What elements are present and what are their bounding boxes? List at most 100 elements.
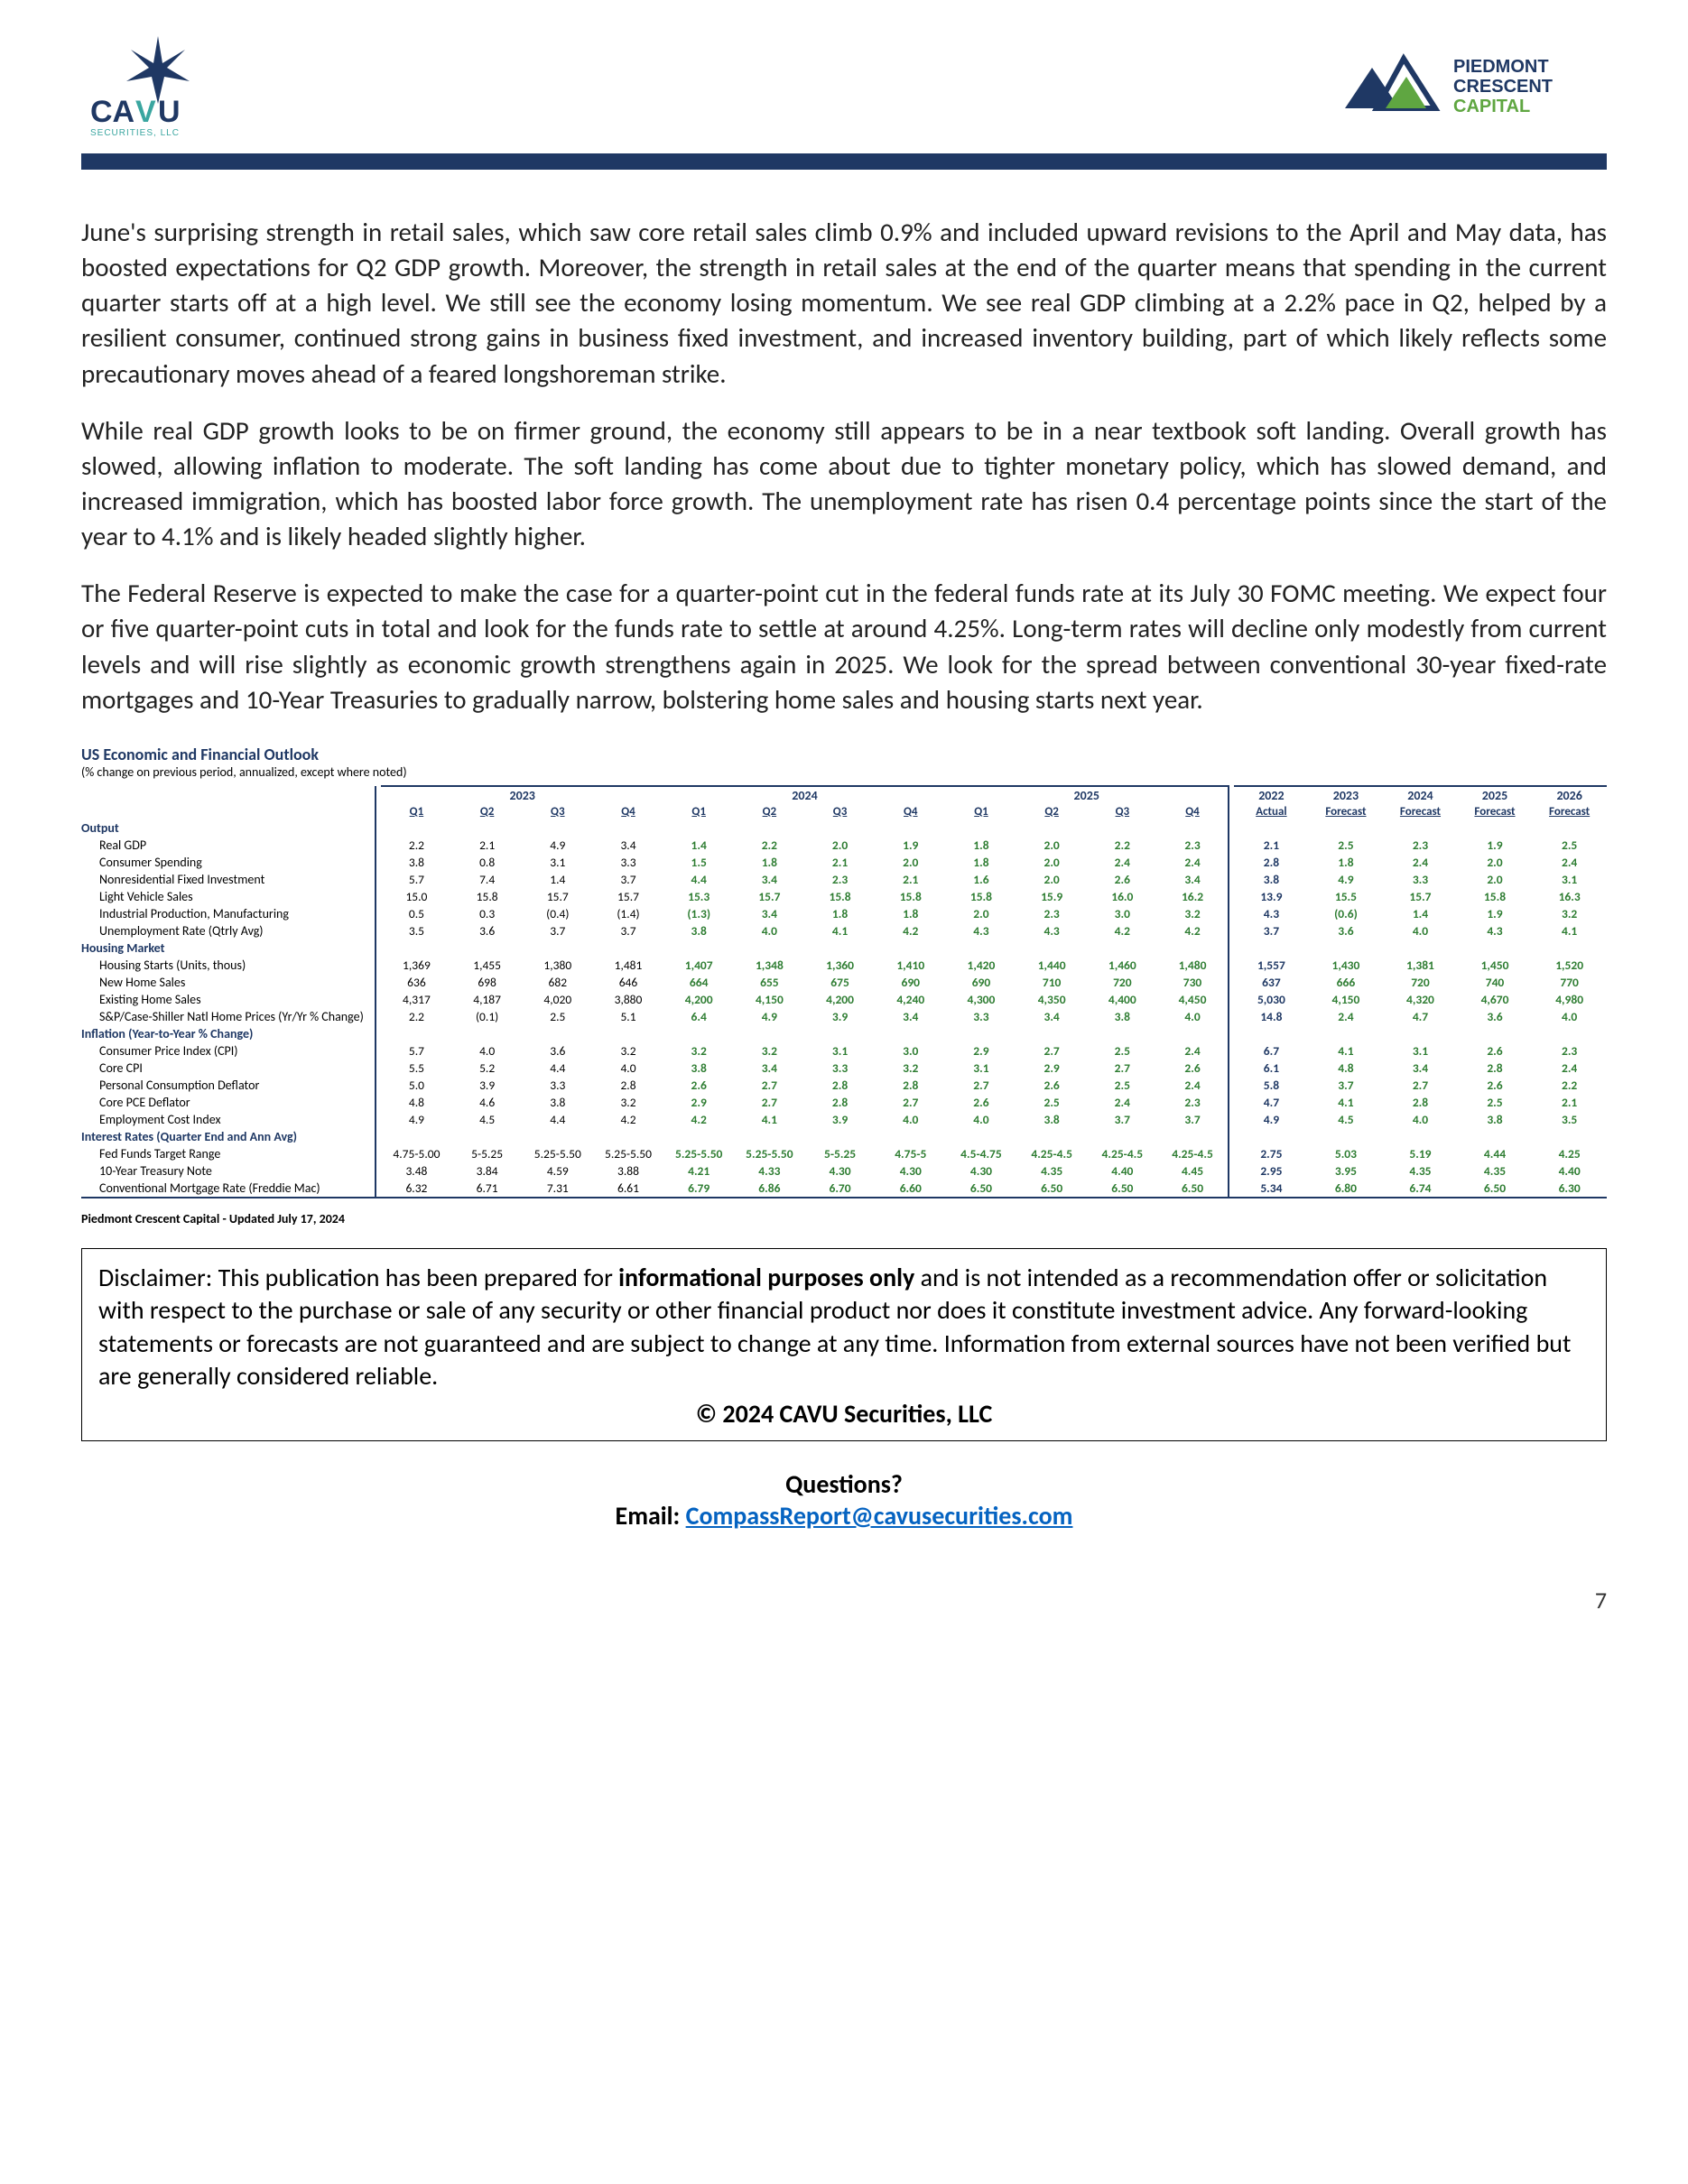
cell: 3.7 bbox=[1234, 922, 1309, 939]
svg-text:SECURITIES, LLC: SECURITIES, LLC bbox=[90, 128, 180, 138]
cell: 2.5 bbox=[1016, 1094, 1087, 1111]
cell: 1,348 bbox=[734, 957, 804, 974]
cell: 4.21 bbox=[663, 1162, 734, 1180]
cell: 6.80 bbox=[1309, 1180, 1384, 1198]
cell: 6.50 bbox=[1087, 1180, 1157, 1198]
cell: 2.5 bbox=[523, 1008, 593, 1025]
cell: 1.9 bbox=[876, 837, 946, 854]
cell: 770 bbox=[1532, 974, 1607, 991]
cell: 1,450 bbox=[1458, 957, 1533, 974]
body-text: June's surprising strength in retail sal… bbox=[81, 215, 1607, 717]
cell: 16.3 bbox=[1532, 888, 1607, 905]
cell: 4.0 bbox=[1383, 1111, 1458, 1128]
cell: 4.25-4.5 bbox=[1016, 1145, 1087, 1162]
cell: 6.50 bbox=[1458, 1180, 1533, 1198]
cell: 5,030 bbox=[1234, 991, 1309, 1008]
cell: 740 bbox=[1458, 974, 1533, 991]
cell: 698 bbox=[452, 974, 523, 991]
row-label: Consumer Price Index (CPI) bbox=[81, 1042, 376, 1060]
cell: 2.0 bbox=[1458, 854, 1533, 871]
cell: 3.2 bbox=[734, 1042, 804, 1060]
row-label: Employment Cost Index bbox=[81, 1111, 376, 1128]
cell: 15.8 bbox=[876, 888, 946, 905]
cell: 4.40 bbox=[1532, 1162, 1607, 1180]
row-label: New Home Sales bbox=[81, 974, 376, 991]
cell: 4.4 bbox=[663, 871, 734, 888]
cell: 3.1 bbox=[804, 1042, 875, 1060]
cell: 655 bbox=[734, 974, 804, 991]
cell: 675 bbox=[804, 974, 875, 991]
row-label: Personal Consumption Deflator bbox=[81, 1077, 376, 1094]
cell: 4.35 bbox=[1458, 1162, 1533, 1180]
cell: 5.34 bbox=[1234, 1180, 1309, 1198]
cell: 2.6 bbox=[1458, 1042, 1533, 1060]
row-label: Nonresidential Fixed Investment bbox=[81, 871, 376, 888]
cell: 2.6 bbox=[1458, 1077, 1533, 1094]
cell: 2.8 bbox=[593, 1077, 663, 1094]
cell: 15.9 bbox=[1016, 888, 1087, 905]
cell: 15.7 bbox=[593, 888, 663, 905]
cell: 2.8 bbox=[1383, 1094, 1458, 1111]
row-label: Real GDP bbox=[81, 837, 376, 854]
cell: 1,410 bbox=[876, 957, 946, 974]
cell: 1.9 bbox=[1458, 905, 1533, 922]
cell: 3.3 bbox=[523, 1077, 593, 1094]
section-header: Housing Market bbox=[81, 939, 376, 957]
cell: (0.6) bbox=[1309, 905, 1384, 922]
cell: 2.4 bbox=[1383, 854, 1458, 871]
cell: 4,670 bbox=[1458, 991, 1533, 1008]
cell: 15.8 bbox=[1458, 888, 1533, 905]
cell: 15.7 bbox=[1383, 888, 1458, 905]
cell: 1,381 bbox=[1383, 957, 1458, 974]
cell: 2.7 bbox=[734, 1094, 804, 1111]
cell: 4.45 bbox=[1157, 1162, 1228, 1180]
cell: 3.2 bbox=[1157, 905, 1228, 922]
cell: 3.2 bbox=[876, 1060, 946, 1077]
cell: (0.4) bbox=[523, 905, 593, 922]
cell: 4.7 bbox=[1383, 1008, 1458, 1025]
cell: 2.0 bbox=[804, 837, 875, 854]
cell: 4.5 bbox=[452, 1111, 523, 1128]
cell: 4.44 bbox=[1458, 1145, 1533, 1162]
cell: 6.50 bbox=[946, 1180, 1016, 1198]
cavu-logo: CA V U SECURITIES, LLC bbox=[81, 32, 244, 140]
cell: 5-5.25 bbox=[804, 1145, 875, 1162]
cell: 2.3 bbox=[1157, 1094, 1228, 1111]
cell: 5.25-5.50 bbox=[663, 1145, 734, 1162]
cell: 4.5 bbox=[1309, 1111, 1384, 1128]
svg-text:CA: CA bbox=[90, 95, 134, 129]
cell: 2.9 bbox=[1016, 1060, 1087, 1077]
section-header: Inflation (Year-to-Year % Change) bbox=[81, 1025, 376, 1042]
cell: 4.1 bbox=[1309, 1042, 1384, 1060]
svg-text:CRESCENT: CRESCENT bbox=[1453, 77, 1553, 97]
cell: 4.9 bbox=[1309, 871, 1384, 888]
cell: 2.1 bbox=[804, 854, 875, 871]
cell: 1,380 bbox=[523, 957, 593, 974]
cell: 4.8 bbox=[381, 1094, 451, 1111]
page-number: 7 bbox=[81, 1586, 1607, 1615]
cell: 6.30 bbox=[1532, 1180, 1607, 1198]
cell: 5.7 bbox=[381, 1042, 451, 1060]
cell: 2.3 bbox=[1383, 837, 1458, 854]
cell: 1,407 bbox=[663, 957, 734, 974]
svg-text:U: U bbox=[158, 95, 181, 129]
cell: 4.0 bbox=[593, 1060, 663, 1077]
cell: 2.8 bbox=[804, 1094, 875, 1111]
cell: 2.3 bbox=[804, 871, 875, 888]
cell: 3.7 bbox=[593, 871, 663, 888]
cell: 646 bbox=[593, 974, 663, 991]
cell: 1,430 bbox=[1309, 957, 1384, 974]
disclaimer-lead: Disclaimer: This publication has been pr… bbox=[98, 1262, 618, 1293]
contact-email-link[interactable]: CompassReport@cavusecurities.com bbox=[686, 1500, 1073, 1532]
cell: 3.8 bbox=[1234, 871, 1309, 888]
cell: 4.6 bbox=[452, 1094, 523, 1111]
cell: 4.1 bbox=[734, 1111, 804, 1128]
cell: 4.0 bbox=[876, 1111, 946, 1128]
cell: 2.8 bbox=[1458, 1060, 1533, 1077]
cell: 2.0 bbox=[946, 905, 1016, 922]
cell: 3.0 bbox=[876, 1042, 946, 1060]
cell: 6.32 bbox=[381, 1180, 451, 1198]
section-header: Output bbox=[81, 819, 376, 837]
cell: 3.6 bbox=[1309, 922, 1384, 939]
cell: 666 bbox=[1309, 974, 1384, 991]
